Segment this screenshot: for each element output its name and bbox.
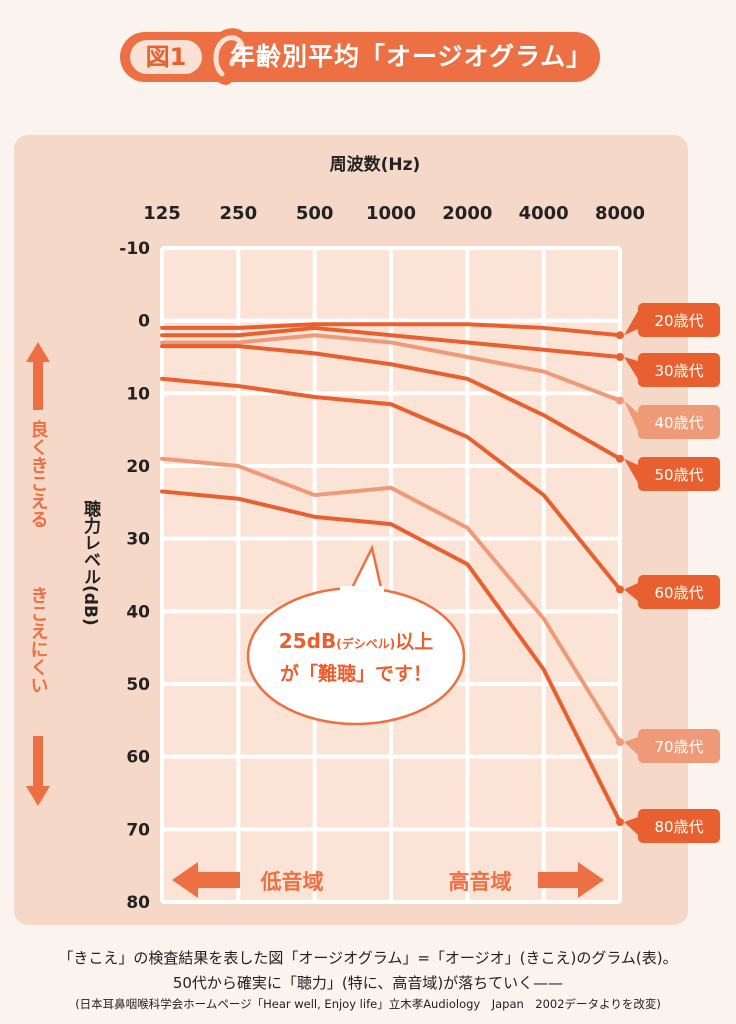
series-label: 30歳代 — [624, 353, 720, 387]
series-label-box — [638, 729, 720, 763]
up-arrow-icon — [26, 342, 50, 410]
series-label-box — [638, 809, 720, 843]
series-label-text: 20歳代 — [654, 312, 703, 330]
y-tick-label: 0 — [138, 312, 150, 332]
series-label-text: 40歳代 — [654, 414, 703, 432]
series-line — [160, 322, 622, 338]
y-tick-label: 30 — [126, 530, 150, 550]
series-label-box — [638, 457, 720, 491]
label-hard-to-hear: きこえにくい — [28, 586, 49, 694]
series-end-point — [616, 396, 624, 405]
title-banner: 図1 年齢別平均「オージオグラム」 — [120, 18, 600, 94]
series-label: 50歳代 — [624, 457, 720, 491]
bubble-joint — [340, 586, 384, 596]
series-end-point — [616, 738, 624, 747]
series-label-pointer — [624, 458, 638, 483]
caption-line-2: 50代から確実に「聴力」(特に、高音域)が落ちていく—— — [172, 974, 564, 992]
x-axis-title: 周波数(Hz) — [330, 154, 421, 175]
series-label-pointer — [624, 737, 638, 755]
y-tick-label: 60 — [126, 748, 150, 768]
series-end-point — [616, 585, 624, 594]
x-tick-labels: 125 250 500 1000 2000 4000 8000 — [143, 203, 645, 224]
series-label-text: 60歳代 — [654, 584, 703, 602]
series-end-point — [616, 454, 624, 463]
series-line — [160, 489, 622, 825]
down-arrow-icon — [26, 736, 50, 806]
left-arrow-icon — [172, 862, 240, 898]
series-label-box — [638, 405, 720, 439]
y-tick-label: 70 — [126, 820, 150, 840]
y-axis-title: 聴力レベル(dB) — [80, 500, 101, 626]
x-tick-label: 250 — [220, 203, 258, 224]
series-label-text: 30歳代 — [654, 362, 703, 380]
series-label: 70歳代 — [624, 729, 720, 763]
series-labels: 20歳代 30歳代 40歳代 50歳代 60歳代 70歳代 80歳代 — [624, 303, 720, 843]
series-label: 20歳代 — [624, 303, 720, 337]
series-lines — [160, 322, 624, 827]
label-low-range: 低音域 — [260, 870, 324, 894]
series-label-text: 50歳代 — [654, 466, 703, 484]
bubble-line-1: 25dB(デシベル)以上 — [279, 629, 433, 653]
y-tick-label: 40 — [126, 602, 150, 622]
series-end-point — [616, 353, 624, 361]
series-label-box — [638, 303, 720, 337]
y-tick-label: -10 — [119, 239, 150, 259]
series-label-pointer — [624, 400, 638, 431]
series-line — [160, 456, 622, 745]
series-label-text: 80歳代 — [654, 818, 703, 836]
caption-line-1: 「きこえ」の検査結果を表した図「オージオグラム」=「オージオ」(きこえ)のグラム… — [58, 949, 678, 967]
y-tick-label: 10 — [126, 384, 150, 404]
series-label-pointer — [624, 583, 638, 601]
series-line — [160, 325, 622, 359]
series-end-point — [616, 331, 624, 340]
series-label: 80歳代 — [624, 809, 720, 843]
speech-bubble: 25dB(デシベル)以上が「難聴」です！ — [246, 544, 466, 726]
series-label: 40歳代 — [624, 400, 720, 439]
bubble-line-2: が「難聴」です！ — [280, 662, 432, 685]
frequency-range-arrows: 低音域 高音域 — [172, 862, 604, 898]
series-label: 60歳代 — [624, 575, 720, 609]
x-tick-label: 1000 — [366, 203, 416, 224]
series-label-box — [638, 575, 720, 609]
series-label-pointer — [624, 311, 638, 336]
x-tick-label: 8000 — [595, 203, 645, 224]
y-tick-labels: -10 0 10 20 30 40 50 60 70 80 — [119, 239, 150, 913]
series-line — [160, 376, 622, 592]
figure-label: 図1 — [130, 40, 202, 74]
audiogram-chart: 周波数(Hz) 125 250 500 1000 2000 4000 8000 -10 0 10… — [26, 154, 720, 913]
series-line — [160, 333, 622, 403]
caption-line-3: (日本耳鼻咽喉科学会ホームページ「Hear well, Enjoy life」立… — [75, 997, 661, 1011]
label-high-range: 高音域 — [449, 870, 512, 894]
series-label-pointer — [624, 357, 638, 379]
bubble-body — [246, 586, 466, 726]
y-tick-label: 20 — [126, 457, 150, 477]
x-tick-label: 125 — [143, 203, 181, 224]
series-line — [160, 344, 622, 461]
right-arrow-icon — [538, 862, 604, 898]
x-tick-label: 4000 — [519, 203, 569, 224]
series-end-point — [616, 818, 624, 827]
y-axis-title-text: 聴力レベル(dB) — [80, 500, 101, 626]
series-label-box — [638, 353, 720, 387]
page-title: 年齢別平均「オージオグラム」 — [230, 42, 593, 71]
series-label-pointer — [624, 817, 638, 835]
y-tick-label: 50 — [126, 675, 150, 695]
x-tick-label: 500 — [296, 203, 334, 224]
y-tick-label: 80 — [126, 893, 150, 913]
label-hear-well: 良くきこえる — [28, 419, 49, 528]
x-tick-label: 2000 — [442, 203, 492, 224]
ear-icon — [208, 28, 251, 85]
series-label-text: 70歳代 — [654, 738, 703, 756]
